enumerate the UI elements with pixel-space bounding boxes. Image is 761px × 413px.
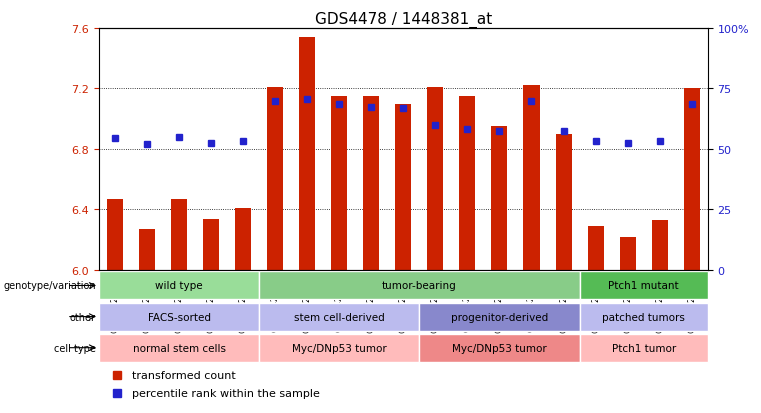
Bar [651,221,667,270]
Text: genotype/variation: genotype/variation [3,281,96,291]
FancyBboxPatch shape [99,334,260,362]
FancyBboxPatch shape [580,334,708,362]
FancyBboxPatch shape [99,272,260,300]
FancyBboxPatch shape [260,303,419,331]
Bar [492,127,508,270]
Bar [203,219,219,270]
Text: tumor-bearing: tumor-bearing [382,281,457,291]
Text: wild type: wild type [155,281,203,291]
FancyBboxPatch shape [260,272,580,300]
Bar [395,104,412,270]
Title: GDS4478 / 1448381_at: GDS4478 / 1448381_at [315,12,492,28]
Text: FACS-sorted: FACS-sorted [148,312,211,322]
Text: progenitor-derived: progenitor-derived [451,312,548,322]
Text: normal stem cells: normal stem cells [132,343,225,353]
Bar [107,199,123,270]
Text: stem cell-derived: stem cell-derived [294,312,384,322]
Bar [139,230,155,270]
Bar [363,97,379,270]
Bar [524,86,540,270]
Bar [331,97,347,270]
FancyBboxPatch shape [580,272,708,300]
Bar [299,38,315,270]
FancyBboxPatch shape [419,334,580,362]
Bar [171,199,187,270]
Text: other: other [70,312,96,322]
Bar [683,89,699,270]
Bar [428,88,444,270]
FancyBboxPatch shape [419,303,580,331]
Bar [267,88,283,270]
Bar [587,226,603,270]
Text: cell type: cell type [54,343,96,353]
Text: Ptch1 tumor: Ptch1 tumor [612,343,676,353]
FancyBboxPatch shape [99,303,260,331]
Bar [460,97,476,270]
Bar [235,209,251,270]
Text: patched tumors: patched tumors [602,312,685,322]
Text: Myc/DNp53 tumor: Myc/DNp53 tumor [292,343,387,353]
Text: Ptch1 mutant: Ptch1 mutant [608,281,679,291]
Text: percentile rank within the sample: percentile rank within the sample [132,388,320,398]
Text: transformed count: transformed count [132,370,236,380]
Bar [619,237,635,270]
Bar [556,135,572,270]
FancyBboxPatch shape [580,303,708,331]
FancyBboxPatch shape [260,334,419,362]
Text: Myc/DNp53 tumor: Myc/DNp53 tumor [452,343,547,353]
